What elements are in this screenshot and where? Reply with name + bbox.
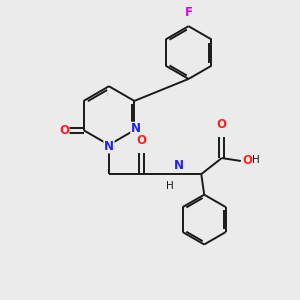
Text: N: N <box>104 140 114 153</box>
Text: N: N <box>173 159 183 172</box>
Text: O: O <box>217 118 227 130</box>
Text: N: N <box>131 122 141 135</box>
Text: H: H <box>252 154 260 164</box>
Text: O: O <box>136 134 146 147</box>
Text: O: O <box>242 154 252 167</box>
Text: O: O <box>59 124 69 137</box>
Text: H: H <box>166 181 173 190</box>
Text: F: F <box>184 6 193 19</box>
